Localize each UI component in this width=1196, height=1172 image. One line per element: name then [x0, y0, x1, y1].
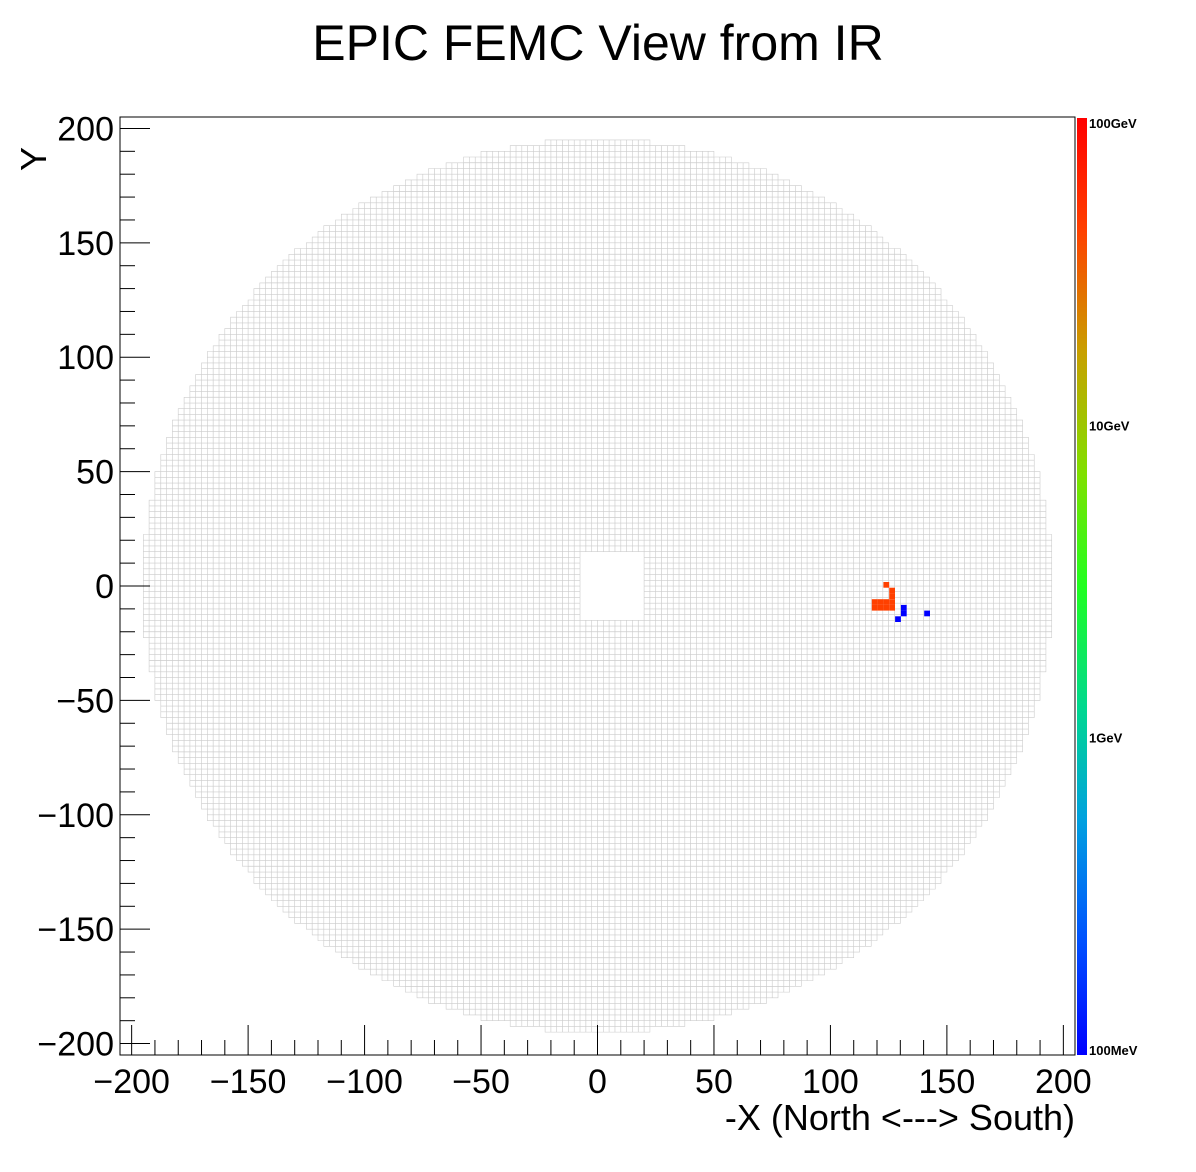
- hit-cell-12: [900, 610, 907, 617]
- x-axis: −200 −150 −100 −50 0 50 100 150 200: [93, 1025, 1092, 1101]
- colorbar-label: 10GeV: [1089, 418, 1130, 433]
- hit-cell-1: [877, 599, 884, 605]
- detector-cells: [143, 139, 1053, 1033]
- x-tick-label: 100: [802, 1063, 859, 1101]
- x-tick-label: 150: [919, 1063, 976, 1101]
- colorbar-labels: 100GeV 10GeV 1GeV 100MeV: [1089, 116, 1138, 1058]
- y-axis-title: Y: [13, 147, 54, 171]
- x-tick-label: 50: [695, 1063, 733, 1101]
- colorbar-label: 100MeV: [1089, 1043, 1138, 1058]
- x-tick-label: 200: [1035, 1063, 1092, 1101]
- hit-cell-9: [889, 587, 895, 594]
- x-tick-label: −50: [452, 1063, 510, 1101]
- colorbar-label: 1GeV: [1089, 731, 1123, 746]
- y-tick-label: 100: [57, 339, 114, 377]
- x-tick-label: −150: [210, 1063, 287, 1101]
- colorbar: [1077, 118, 1087, 1055]
- hit-cell-11: [900, 604, 907, 611]
- y-tick-label: 50: [76, 454, 114, 492]
- colorbar-label: 100GeV: [1089, 116, 1137, 131]
- detector-cell-grid: [143, 139, 1053, 1033]
- hit-cell-8: [889, 593, 895, 600]
- chart-title: EPIC FEMC View from IR: [312, 15, 884, 71]
- hit-cell-0: [871, 599, 878, 605]
- y-tick-label: 150: [57, 225, 114, 263]
- hit-cell-6: [883, 604, 890, 611]
- y-tick-label: −200: [37, 1026, 114, 1064]
- y-tick-label: −150: [37, 911, 114, 949]
- hit-cell-2: [883, 599, 890, 605]
- hit-cell-10: [883, 582, 890, 588]
- y-tick-label: 0: [95, 568, 114, 606]
- hit-cell-13: [895, 616, 901, 622]
- x-axis-title: -X (North <---> South): [725, 1097, 1075, 1138]
- y-tick-label: −100: [37, 797, 114, 835]
- hit-cell-5: [877, 604, 884, 611]
- hit-cell-14: [924, 610, 930, 617]
- y-tick-label: 200: [57, 110, 114, 148]
- y-tick-label: −50: [56, 682, 114, 720]
- hit-cell-4: [871, 604, 878, 611]
- y-axis: −200 −150 −100 −50 0 50 100 150 200: [37, 110, 150, 1064]
- energy-hits: [871, 582, 930, 622]
- hit-cell-7: [889, 604, 895, 611]
- x-tick-label: 0: [588, 1063, 607, 1101]
- x-tick-label: −200: [93, 1063, 170, 1101]
- x-tick-label: −100: [326, 1063, 403, 1101]
- hit-cell-3: [889, 599, 895, 605]
